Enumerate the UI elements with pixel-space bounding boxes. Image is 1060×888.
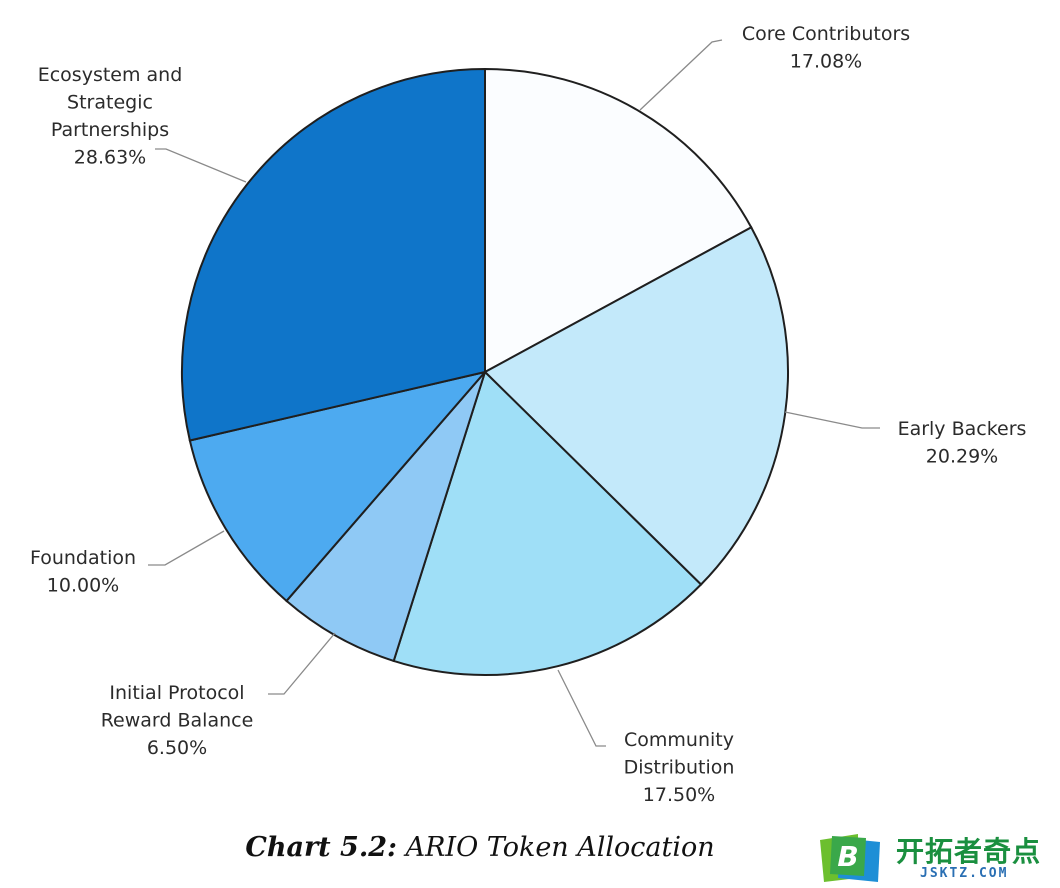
pie-slice (392, 370, 703, 676)
pie-slices (181, 67, 789, 676)
caption-prefix: Chart 5.2: (245, 832, 397, 863)
slice-name-label: Distribution (624, 757, 735, 779)
site-domain: JSKTZ.COM (920, 866, 1009, 881)
slice-name-label: Initial Protocol (109, 682, 244, 704)
leader-line (268, 632, 336, 695)
pie-slice (484, 67, 753, 374)
site-watermark: B 开拓者奇点 JSKTZ.COM (818, 828, 1058, 886)
slice-name-label: Ecosystem and (38, 64, 183, 86)
site-name: 开拓者奇点 (896, 835, 1042, 868)
slice-label: Early Backers 20.29% (898, 418, 1027, 468)
slice-labels: Core Contributors 17.08% Early Backers 20.2… (30, 23, 1026, 806)
slice-name-label: Community (624, 729, 734, 751)
slice-name-label: Core Contributors (742, 23, 910, 45)
leader-lines (148, 39, 880, 747)
slice-label: Ecosystem and Strategic Partnerships 28.63% (38, 64, 183, 169)
pie-chart: Core Contributors 17.08% Early Backers 20.2… (30, 23, 1026, 806)
slice-label: Initial Protocol Reward Balance 6.50% (101, 682, 254, 759)
slice-value-label: 10.00% (47, 575, 119, 597)
pie-slice (285, 371, 486, 663)
slice-name-label: Partnerships (51, 119, 169, 141)
slice-label: Community Distribution 17.50% (624, 729, 735, 806)
slice-value-label: 20.29% (926, 446, 998, 468)
slice-name-label: Early Backers (898, 418, 1027, 440)
slice-value-label: 6.50% (147, 737, 207, 759)
pie-slice (188, 370, 488, 603)
leader-line (639, 39, 723, 111)
slice-value-label: 17.50% (643, 784, 715, 806)
pie-slice (181, 67, 486, 442)
chart-caption: Chart 5.2: ARIO Token Allocation (0, 832, 960, 863)
slice-name-label: Foundation (30, 547, 136, 569)
slice-value-label: 17.08% (790, 51, 862, 73)
leader-line (155, 148, 247, 183)
slice-value-label: 28.63% (74, 147, 146, 169)
slice-label: Core Contributors 17.08% (742, 23, 910, 73)
slice-label: Foundation 10.00% (30, 547, 136, 597)
leader-line (557, 669, 606, 747)
chart-title: ARIO Token Allocation (405, 832, 715, 863)
site-logo-icon: B (820, 834, 880, 882)
slice-name-label: Reward Balance (101, 710, 254, 732)
leader-line (148, 530, 225, 566)
pie-slice (483, 226, 789, 586)
site-logo-letter: B (837, 840, 858, 873)
slice-name-label: Strategic (67, 92, 153, 114)
leader-line (784, 411, 880, 429)
